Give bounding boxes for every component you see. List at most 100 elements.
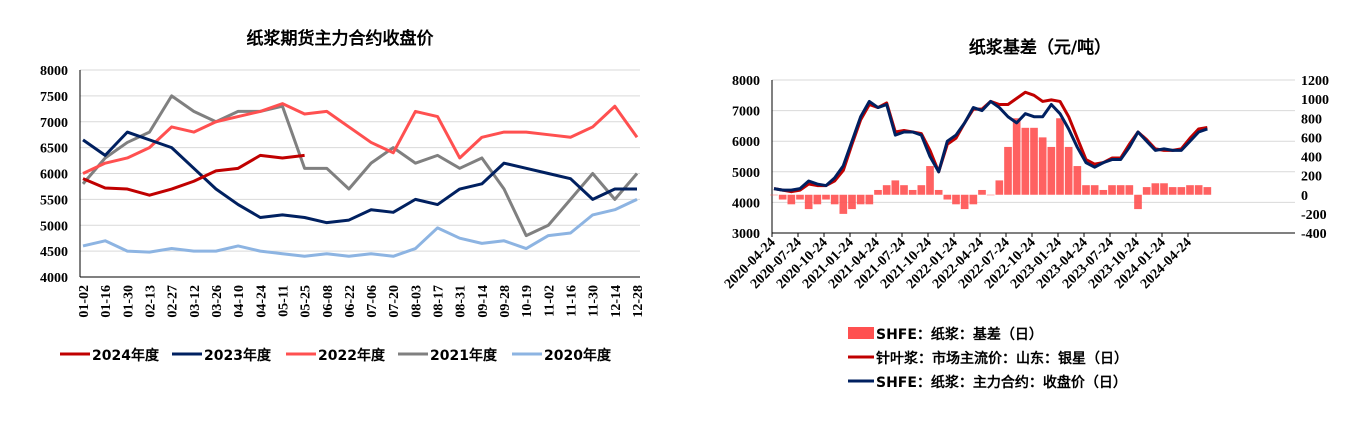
right-y-tick-label: 1200 <box>1301 74 1329 89</box>
series-line-futures-close <box>773 99 1208 192</box>
y-tick-label: 8000 <box>40 64 68 79</box>
x-tick-label: 08-17 <box>432 285 447 318</box>
right-y-tick-label: -400 <box>1301 227 1327 242</box>
basis-bar <box>848 194 856 210</box>
x-tick-label: 10-19 <box>520 285 535 318</box>
right-y-tick-label: 200 <box>1301 170 1322 185</box>
x-tick-label: 11-30 <box>587 285 602 317</box>
x-tick-label: 09-28 <box>498 285 513 318</box>
x-tick-label: 05-25 <box>299 285 314 318</box>
x-tick-label: 12-14 <box>609 285 624 318</box>
basis-bar <box>1177 187 1186 195</box>
series-line-2021年度 <box>81 94 639 238</box>
basis-bar <box>1047 146 1056 195</box>
legend-label: 2024年度 <box>92 347 160 364</box>
basis-bar <box>822 194 830 200</box>
right-y-tick-label: 600 <box>1301 131 1322 146</box>
basis-bar <box>830 194 839 205</box>
basis-bar <box>1004 146 1012 195</box>
left-y-tick-label: 5000 <box>732 166 760 181</box>
left-y-tick-label: 6000 <box>732 135 760 150</box>
left-y-tick-label: 3000 <box>732 227 760 242</box>
legend-label: 2022年度 <box>318 347 386 364</box>
basis-bar <box>969 194 978 205</box>
left-y-tick-label: 8000 <box>732 74 760 89</box>
basis-bar <box>1186 185 1194 195</box>
x-tick-label: 11-16 <box>565 285 580 317</box>
basis-bar <box>1194 185 1203 195</box>
basis-bar <box>943 194 952 200</box>
x-tick-label: 06-22 <box>343 285 358 318</box>
basis-bar <box>995 180 1004 195</box>
basis-bar <box>986 194 995 196</box>
y-tick-label: 6500 <box>40 142 68 157</box>
basis-bar <box>952 194 960 205</box>
left-y-tick-label: 4000 <box>732 196 760 211</box>
basis-bar <box>908 189 917 195</box>
basis-bar <box>1056 118 1064 195</box>
basis-bar <box>839 194 848 214</box>
legend-label: SHFE：纸浆：基差（日） <box>876 326 1043 343</box>
basis-bar <box>1038 137 1047 195</box>
series-line-2020年度 <box>82 198 638 258</box>
series-line-2023年度 <box>82 130 637 225</box>
basis-bar <box>1116 185 1125 195</box>
basis-bar <box>1012 118 1021 195</box>
basis-bar <box>978 189 986 195</box>
basis-bar <box>960 194 969 210</box>
x-tick-label: 04-24 <box>254 285 269 318</box>
x-tick-label: 12-28 <box>631 285 646 318</box>
x-tick-label: 08-03 <box>409 285 424 318</box>
right-y-tick-label: 0 <box>1301 189 1308 204</box>
basis-bar <box>1142 187 1151 195</box>
y-tick-label: 4000 <box>40 271 68 286</box>
right-y-tick-label: 400 <box>1301 151 1322 166</box>
basis-bar <box>787 194 796 205</box>
legend-label: 针叶浆：市场主流价：山东：银星（日） <box>875 350 1128 367</box>
x-tick-label: 03-12 <box>188 285 203 318</box>
x-tick-label: 01-30 <box>121 285 136 318</box>
right-y-tick-label: 800 <box>1301 112 1322 127</box>
legend-swatch <box>848 327 874 339</box>
left-y-tick-label: 7000 <box>732 105 760 120</box>
basis-bar <box>926 166 934 195</box>
basis-bar <box>770 194 778 196</box>
basis-bar <box>1073 166 1082 195</box>
legend-label: 2023年度 <box>204 347 272 364</box>
x-tick-label: 03-26 <box>210 285 225 318</box>
basis-bar <box>1082 185 1090 195</box>
x-tick-label: 07-06 <box>365 285 380 318</box>
y-tick-label: 7000 <box>40 116 68 131</box>
right-y-tick-label: -200 <box>1301 208 1327 223</box>
series-line-spot-price <box>773 90 1208 194</box>
basis-bar <box>891 180 900 195</box>
basis-bar <box>1160 183 1168 195</box>
basis-bar <box>1099 189 1108 195</box>
basis-bar <box>1030 127 1038 195</box>
basis-bar <box>865 194 874 205</box>
basis-bar <box>1090 185 1099 195</box>
x-tick-label: 08-31 <box>454 285 469 318</box>
basis-bar <box>1151 183 1160 195</box>
x-tick-label: 06-08 <box>321 285 336 318</box>
x-tick-label: 05-11 <box>276 285 291 317</box>
legend-label: 2021年度 <box>430 347 498 364</box>
y-tick-label: 5500 <box>40 193 68 208</box>
y-tick-label: 5000 <box>40 219 68 234</box>
x-tick-label: 07-20 <box>387 285 402 318</box>
basis-bar <box>1064 146 1073 195</box>
series-line-2024年度 <box>82 153 305 197</box>
basis-bar <box>882 185 891 195</box>
basis-bar <box>1125 185 1134 195</box>
left-chart-title: 纸浆期货主力合约收盘价 <box>247 28 435 49</box>
basis-bar <box>796 194 804 200</box>
basis-bar <box>1134 194 1142 210</box>
basis-bar <box>778 194 787 200</box>
basis-bar <box>917 185 926 195</box>
basis-bar <box>1203 187 1212 195</box>
legend-label: SHFE：纸浆：主力合约：收盘价（日） <box>876 374 1127 391</box>
right-chart-title: 纸浆基差（元/吨） <box>969 37 1111 58</box>
basis-bar <box>804 194 813 210</box>
